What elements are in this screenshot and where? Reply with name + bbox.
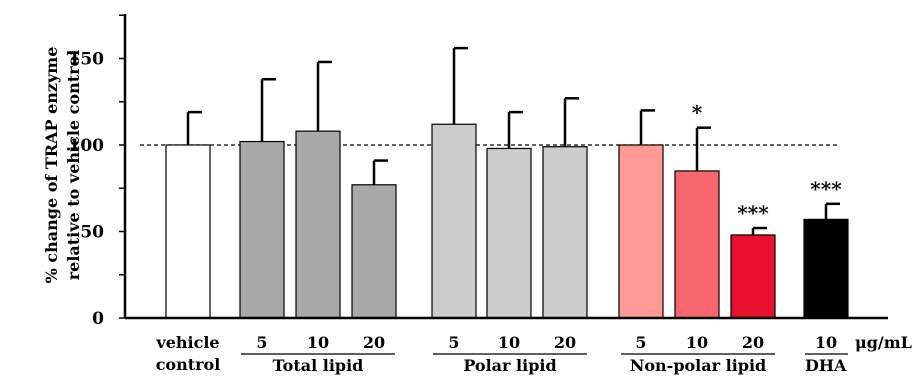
y-axis-title-line-2: relative to vehicle control bbox=[64, 50, 83, 281]
bar bbox=[618, 144, 664, 319]
group-label: vehicle bbox=[155, 333, 219, 352]
bar bbox=[295, 130, 341, 319]
group-label: DHA bbox=[805, 356, 847, 375]
bar bbox=[431, 123, 477, 319]
y-axis-title: % change of TRAP enzyme relative to vehi… bbox=[42, 47, 83, 284]
bar bbox=[542, 146, 588, 319]
bar bbox=[674, 170, 720, 319]
group-label: Non-polar lipid bbox=[630, 356, 766, 375]
dose-label: 5 bbox=[635, 333, 646, 352]
y-tick-label: 50 bbox=[80, 223, 104, 243]
y-axis-title-line-1: % change of TRAP enzyme bbox=[42, 47, 61, 284]
bar bbox=[486, 147, 532, 319]
dose-label: 10 bbox=[498, 333, 520, 352]
group-label: Total lipid bbox=[273, 356, 364, 375]
dose-label: 10 bbox=[307, 333, 329, 352]
significance-marker: * bbox=[692, 101, 703, 125]
bar bbox=[351, 184, 397, 319]
group-label: control bbox=[156, 355, 221, 374]
dose-label: 5 bbox=[256, 333, 267, 352]
y-tick-label: 0 bbox=[92, 309, 104, 329]
bar bbox=[239, 140, 285, 319]
bar bbox=[165, 144, 211, 319]
y-tick-label: 150 bbox=[69, 50, 105, 70]
bar bbox=[730, 234, 776, 319]
group-label: Polar lipid bbox=[463, 356, 556, 375]
y-tick-label: 100 bbox=[69, 136, 105, 156]
dose-label: 20 bbox=[742, 333, 764, 352]
significance-marker: *** bbox=[737, 201, 769, 225]
dose-label: 20 bbox=[554, 333, 576, 352]
unit-label: μg/mL bbox=[855, 333, 912, 352]
dose-label: 20 bbox=[363, 333, 385, 352]
significance-marker: *** bbox=[810, 177, 842, 201]
bar bbox=[803, 218, 849, 319]
dose-label: 10 bbox=[815, 333, 837, 352]
dose-label: 10 bbox=[686, 333, 708, 352]
dose-label: 5 bbox=[448, 333, 459, 352]
